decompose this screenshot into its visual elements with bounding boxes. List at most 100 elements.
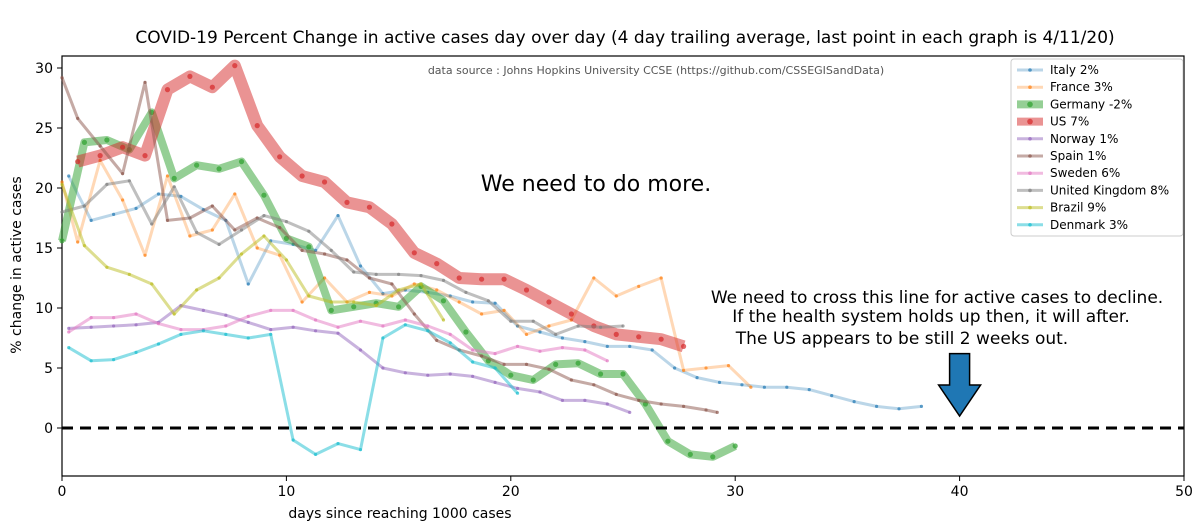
data-point (852, 400, 856, 404)
data-point (441, 278, 446, 282)
legend-label: Germany -2% (1050, 97, 1132, 111)
legend-label: Sweden 6% (1050, 166, 1120, 180)
data-point (381, 324, 385, 328)
data-point (441, 318, 446, 322)
data-point (553, 361, 559, 367)
data-point (560, 346, 565, 350)
data-point (547, 367, 551, 371)
data-point (67, 330, 71, 334)
data-point (715, 410, 719, 414)
annotation-line-3: The US appears to be still 2 weeks out. (735, 329, 1068, 349)
data-point (509, 319, 513, 323)
data-point (530, 377, 536, 383)
data-point (351, 304, 357, 310)
data-point (524, 332, 529, 336)
data-point (358, 448, 363, 452)
legend-item: Norway 1% (1017, 132, 1118, 146)
data-point (531, 319, 535, 323)
data-point (830, 394, 834, 398)
data-point (665, 438, 671, 444)
data-point (486, 299, 490, 303)
data-point (313, 452, 318, 456)
legend-marker (1028, 137, 1032, 141)
data-point (60, 180, 64, 184)
data-point (583, 398, 587, 402)
data-point (67, 326, 71, 330)
series-layer (58, 59, 924, 461)
data-point (367, 290, 372, 294)
data-point (232, 63, 238, 69)
data-point (89, 359, 93, 363)
data-point (76, 240, 80, 244)
data-point (605, 402, 609, 406)
data-point (291, 308, 295, 312)
arrow-shape (937, 352, 983, 418)
data-point (89, 316, 93, 320)
x-axis-label: days since reaching 1000 cases (288, 506, 511, 522)
legend-item: US 7% (1017, 115, 1089, 129)
data-point (396, 304, 402, 310)
data-point (515, 391, 520, 395)
data-point (313, 318, 318, 322)
data-point (681, 404, 686, 408)
data-point (704, 408, 708, 412)
down-arrow-icon (937, 352, 983, 418)
data-point (307, 229, 311, 233)
data-point (658, 336, 664, 342)
data-point (620, 371, 626, 377)
data-point (568, 311, 574, 317)
legend: Italy 2% France 3% Germany -2% US 7% Norway … (1010, 58, 1184, 237)
data-point (112, 358, 116, 362)
data-point (695, 376, 699, 380)
data-point (156, 342, 161, 346)
data-point (224, 324, 228, 328)
data-point (605, 344, 609, 348)
data-point (628, 344, 632, 348)
data-point (134, 312, 138, 316)
data-point (637, 398, 641, 402)
data-point (704, 366, 708, 370)
data-point (919, 404, 924, 408)
legend-marker (1028, 68, 1032, 72)
data-point (239, 252, 244, 256)
data-point (195, 288, 199, 292)
data-point (269, 332, 273, 336)
data-point (278, 226, 282, 230)
data-point (457, 300, 461, 304)
data-point (336, 331, 340, 335)
data-point (448, 294, 452, 298)
data-point (134, 323, 138, 327)
data-point (246, 320, 250, 324)
data-point (381, 366, 385, 370)
data-point (471, 300, 475, 304)
legend-marker (1027, 101, 1033, 108)
data-point (224, 332, 228, 336)
data-point (381, 292, 385, 296)
data-point (172, 185, 176, 189)
data-source-note: data source : Johns Hopkins University C… (428, 64, 884, 77)
data-point (120, 198, 125, 202)
data-point (614, 294, 618, 298)
data-point (493, 366, 497, 370)
data-point (426, 324, 430, 328)
data-point (547, 324, 551, 328)
legend-marker (1028, 223, 1032, 227)
data-point (621, 324, 625, 328)
data-point (321, 179, 328, 185)
data-point (358, 348, 363, 352)
data-point (524, 362, 529, 366)
data-point (336, 325, 340, 329)
legend-item: Spain 1% (1017, 149, 1106, 163)
data-point (261, 192, 267, 198)
annotation-line-2: If the health system holds up then, it w… (732, 307, 1130, 327)
data-point (479, 276, 485, 282)
data-point (284, 258, 288, 262)
data-point (560, 398, 565, 402)
data-point (345, 258, 349, 262)
data-point (105, 265, 109, 269)
data-point (239, 228, 244, 232)
data-point (143, 253, 147, 257)
series-line-us (76, 59, 686, 353)
series-line-united-kingdom (61, 179, 624, 336)
legend-item: Brazil 9% (1017, 201, 1106, 215)
